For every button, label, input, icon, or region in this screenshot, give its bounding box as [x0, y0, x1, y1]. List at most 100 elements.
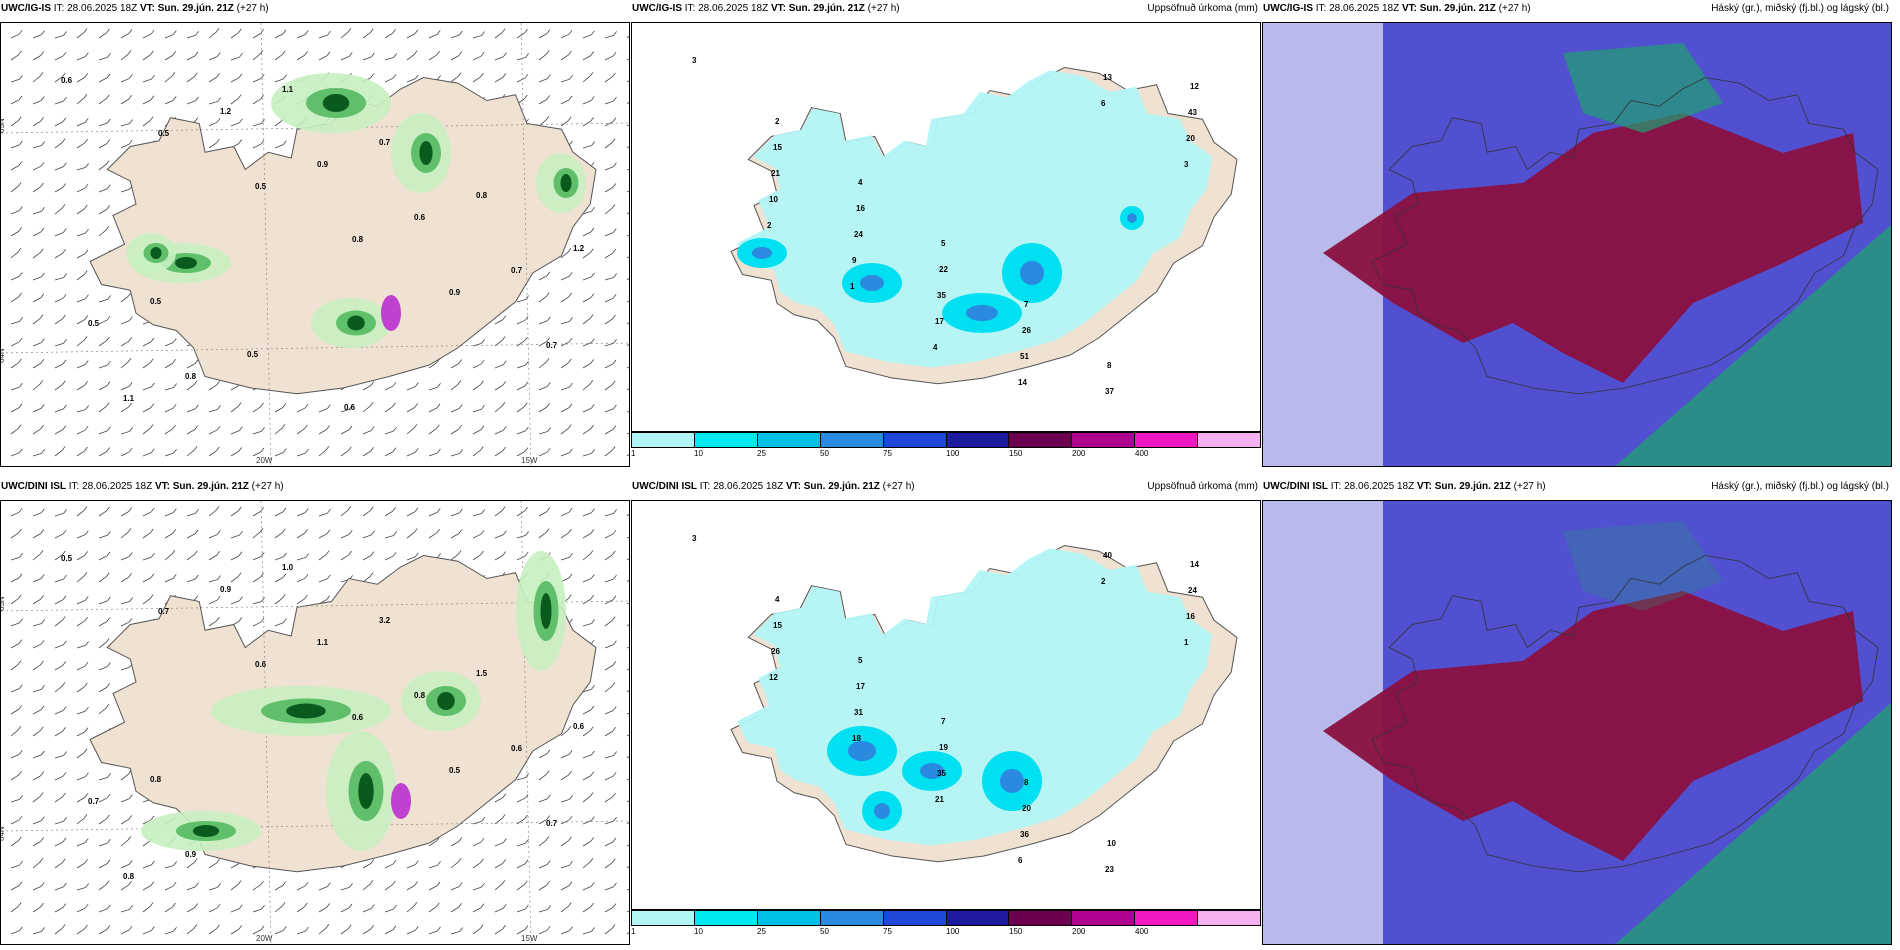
colorbar-label: 1	[631, 449, 636, 458]
wind-barb	[142, 452, 152, 457]
wind-barb-flag	[129, 119, 133, 124]
wind-barb	[54, 512, 64, 517]
wind-map[interactable]: 0.6 0.5 0.5 0.8 0.9 0.7 1.1 1.2 0.9 0.6 0.7 0.5 0.8 1…	[0, 22, 630, 467]
wind-barb-flag	[568, 573, 573, 579]
precip-heavy-area	[347, 315, 365, 331]
wind-barb	[98, 56, 108, 61]
wind-barb	[76, 319, 85, 325]
wind-barb	[626, 558, 629, 561]
wind-barb	[10, 864, 20, 869]
wind-barb-flag	[40, 529, 45, 534]
wind-barb-flag	[18, 50, 22, 56]
value-label: 3	[692, 534, 697, 543]
wind-barb-flag	[590, 837, 595, 842]
wind-barb	[538, 296, 547, 303]
wind-barb	[384, 57, 394, 61]
precip-map[interactable]: 3 2 4 5 7 8 12 15 16 22 26 37 43 21 24 35 51 13 20 10 9 17 14 6…	[631, 22, 1261, 432]
value-label: 14	[1190, 560, 1199, 569]
wind-barb	[186, 928, 195, 935]
wind-barb	[560, 819, 570, 825]
wind-barb-flag	[436, 528, 440, 534]
wind-barb	[230, 385, 240, 391]
wind-barb-flag	[85, 163, 89, 168]
wind-barb-flag	[282, 926, 287, 931]
wind-barb-flag	[591, 338, 595, 343]
wind-barb	[142, 556, 152, 561]
wind-barb	[142, 362, 151, 369]
wind-barb-flag	[84, 727, 89, 733]
wind-map[interactable]: 0.5 0.7 0.6 0.6 0.5 0.7 0.8 0.9 1.1 0.8 0.6 0.7 0.9 1…	[0, 500, 630, 945]
wind-barb-flag	[568, 50, 572, 56]
wind-barb-flag	[591, 449, 595, 454]
panel-uwc-dini-precip: UWC/DINI ISL IT: 28.06.2025 18Z VT: Sun.…	[631, 478, 1261, 936]
wind-barb-flag	[326, 595, 331, 600]
wind-barb-flag	[348, 530, 353, 535]
wind-barb-flag	[41, 272, 45, 278]
axis-label: 15W	[521, 934, 538, 943]
wind-barb	[10, 452, 20, 457]
wind-barb-flag	[612, 771, 617, 777]
value-label: 15	[773, 143, 782, 152]
wind-barb	[10, 144, 20, 149]
wind-barb	[54, 208, 63, 215]
wind-barb	[76, 620, 85, 627]
wind-barb-flag	[84, 73, 89, 78]
wind-barb	[32, 533, 41, 539]
wind-barb-flag	[18, 770, 22, 776]
wind-barb	[120, 576, 129, 583]
wind-barb	[230, 98, 239, 105]
wind-barb-flag	[327, 508, 331, 514]
wind-barb-flag	[546, 860, 551, 865]
wind-barb-flag	[39, 72, 44, 77]
colorbar-labels: 1 10 25 50 75 100 150 200 400	[631, 448, 1261, 458]
colorbar-label: 25	[757, 449, 766, 458]
wind-barb-flag	[63, 404, 67, 410]
panel-header: UWC/IG-IS IT: 28.06.2025 18Z VT: Sun. 29…	[1, 3, 269, 14]
wind-barb	[318, 907, 327, 913]
wind-barb-flag	[40, 705, 45, 711]
wind-barb	[604, 34, 614, 39]
wind-barb-flag	[18, 403, 23, 409]
wind-barb	[406, 905, 415, 913]
wind-barb	[318, 512, 328, 517]
colorbar-cells	[631, 910, 1261, 926]
wind-barb-flag	[40, 574, 45, 579]
value-label: 9	[852, 256, 857, 265]
wind-barb	[274, 622, 284, 627]
precip-map[interactable]: 3 4 5 7 8 10 14 15 17 19 20 23 24 26 31 35 36 40 16 12 18 21 6…	[631, 500, 1261, 910]
value-label: 17	[856, 682, 865, 691]
wind-barb	[428, 452, 438, 457]
wind-barb-flag	[84, 360, 89, 365]
wind-barb-flag	[105, 94, 110, 99]
wind-barb	[406, 54, 415, 61]
wind-barb-flag	[503, 360, 507, 365]
cloud-map[interactable]	[1262, 500, 1892, 945]
wind-barb-flag	[567, 902, 572, 907]
wind-barb	[252, 33, 261, 39]
wind-barb	[98, 642, 107, 649]
wind-barb-flag	[106, 205, 111, 210]
wind-barb-flag	[501, 879, 506, 885]
wind-barb	[164, 362, 173, 369]
wind-barb	[582, 252, 591, 259]
wind-barb-flag	[348, 550, 352, 556]
wind-barb	[318, 55, 328, 61]
wind-barb	[98, 863, 108, 869]
wind-barb-flag	[40, 227, 45, 233]
wind-barb-flag	[62, 706, 67, 711]
wind-barb	[230, 510, 239, 517]
wind-barb-flag	[237, 880, 242, 885]
wind-barb	[538, 532, 547, 539]
wind-barb-flag	[19, 618, 23, 624]
map-canvas: 3245781215162226374321243551132010917146…	[692, 56, 1238, 396]
wind-barb	[406, 532, 415, 539]
cloud-map[interactable]	[1262, 22, 1892, 467]
wind-barb-flag	[612, 183, 617, 188]
wind-barb-flag	[172, 902, 176, 908]
wind-barb	[98, 164, 107, 171]
wind-barb	[406, 427, 415, 435]
wind-barb-flag	[194, 903, 199, 908]
value-label: 0.6	[573, 722, 585, 731]
wind-barb	[604, 55, 614, 61]
wind-barb	[362, 430, 372, 435]
